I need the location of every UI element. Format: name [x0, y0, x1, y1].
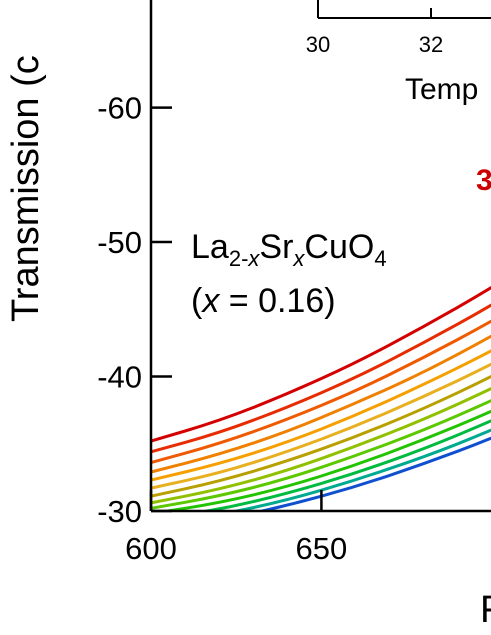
doping-open: ( [191, 282, 203, 320]
series-line-1 [150, 286, 491, 443]
temperature-label-partial: 3 [476, 164, 491, 197]
doping-label: (x = 0.16) [191, 282, 336, 320]
series-line-10 [158, 409, 491, 511]
y-tick-label: -50 [97, 225, 142, 260]
series-layer [150, 286, 491, 511]
series-line-12 [228, 428, 491, 511]
doping-rest: = 0.16) [219, 282, 335, 320]
formula-sub-3: 4 [374, 246, 386, 271]
series-line-4 [150, 334, 491, 474]
formula-cuo: CuO [304, 228, 374, 266]
x-tick-label: 650 [296, 531, 348, 566]
series-line-7 [150, 374, 491, 498]
inset-x-tick-label: 30 [306, 32, 330, 57]
formula-sub-1-var: x [247, 246, 260, 271]
y-tick-label: -30 [97, 494, 142, 529]
series-line-9 [150, 399, 491, 510]
formula-sub-2-var: x [292, 246, 305, 271]
series-line-8 [150, 387, 491, 505]
series-line-6 [150, 362, 491, 490]
series-line-3 [150, 319, 491, 465]
formula-sub-1: 2- [229, 246, 249, 271]
material-formula: La2-xSrxCuO4 [191, 228, 387, 271]
y-axis-label: Transmission (c [5, 55, 47, 322]
series-line-5 [150, 349, 491, 482]
inset-panel: 30 32 Temp [306, 0, 491, 106]
formula-sr: Sr [259, 228, 293, 266]
series-line-11 [197, 419, 491, 511]
formula-la: La [191, 228, 229, 266]
inset-x-tick-label: 32 [419, 32, 443, 57]
inset-x-axis-label: Temp [405, 73, 478, 106]
x-ticks: 600 650 [125, 490, 347, 566]
y-ticks: -30 -40 -50 -60 [97, 91, 172, 529]
main-axes: -30 -40 -50 -60 600 650 [97, 0, 491, 566]
y-tick-label: -40 [97, 360, 142, 395]
series-line-2 [150, 303, 491, 454]
x-axis-label: F [480, 589, 491, 631]
y-tick-label: -60 [97, 91, 142, 126]
x-tick-label: 600 [125, 531, 177, 566]
doping-var: x [200, 282, 220, 320]
inset-x-ticks: 30 32 [306, 8, 443, 57]
series-line-13 [255, 436, 491, 511]
